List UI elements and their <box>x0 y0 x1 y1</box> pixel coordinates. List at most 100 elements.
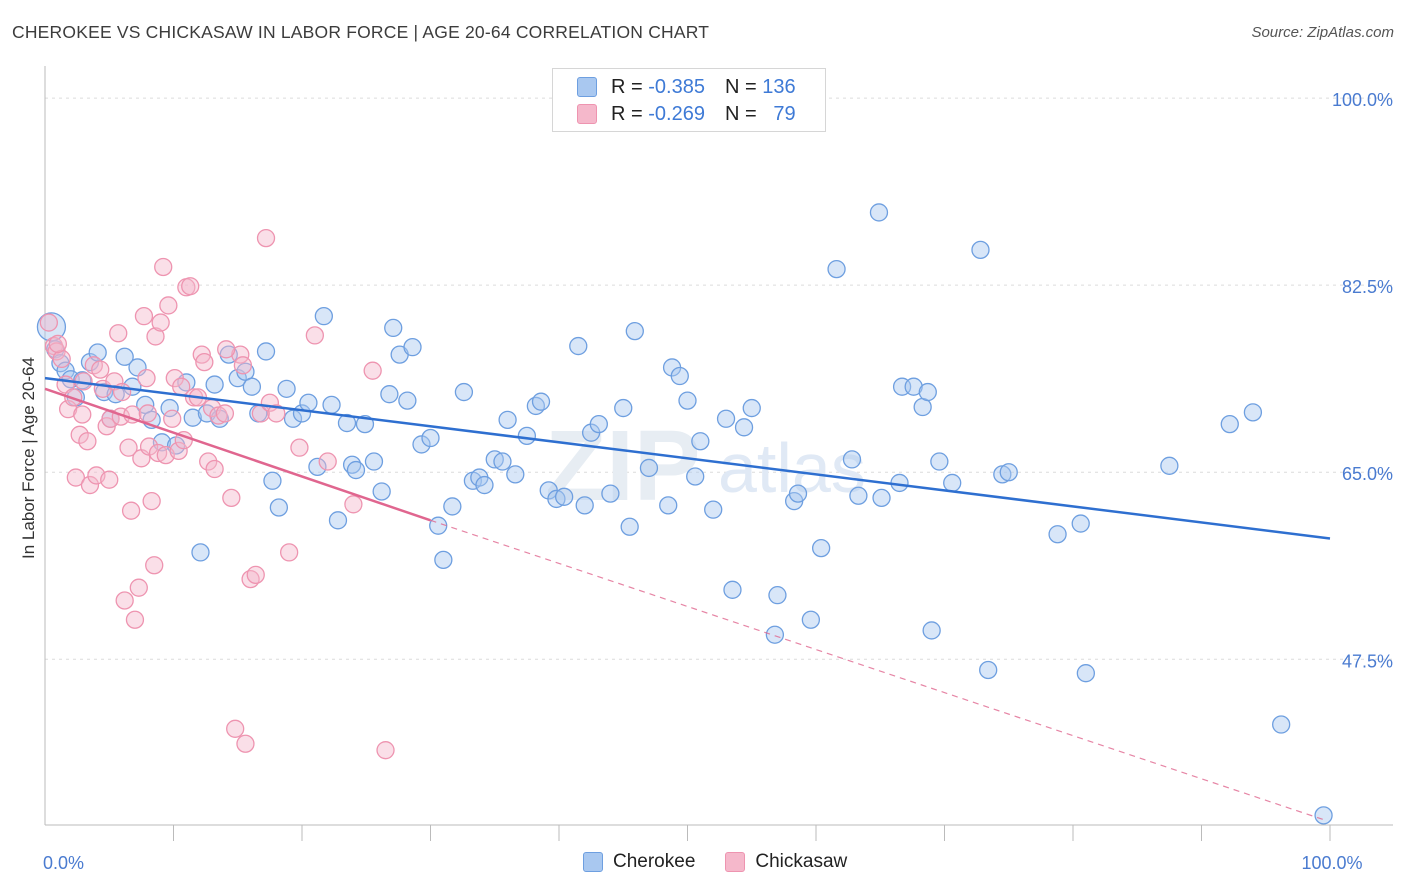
data-point <box>279 543 299 562</box>
data-point <box>215 404 235 423</box>
watermark-zip: ZIP <box>545 410 701 522</box>
data-point <box>217 340 236 359</box>
data-point <box>344 495 363 514</box>
data-point <box>1272 715 1291 734</box>
legend-label-cherokee: Cherokee <box>613 851 696 872</box>
data-point <box>704 500 723 519</box>
data-point <box>999 463 1018 482</box>
data-point <box>139 437 159 456</box>
data-point <box>145 556 164 575</box>
data-point <box>52 349 71 369</box>
data-point <box>129 578 148 597</box>
data-point <box>380 385 399 404</box>
data-point <box>199 452 218 471</box>
data-point <box>768 586 787 605</box>
data-point <box>670 366 689 386</box>
data-point <box>277 379 296 398</box>
data-point <box>429 516 448 535</box>
data-point <box>58 400 78 419</box>
data-point <box>125 610 145 629</box>
data-point <box>100 470 119 489</box>
watermark-atlas: atlas <box>718 429 866 507</box>
data-point <box>119 438 138 457</box>
data-point <box>922 621 941 640</box>
data-point <box>121 501 141 520</box>
data-point <box>364 452 384 471</box>
data-point <box>56 361 75 380</box>
data-point <box>134 306 154 326</box>
data-point <box>346 460 366 480</box>
data-point <box>614 398 633 418</box>
data-point <box>137 369 156 388</box>
data-point <box>267 404 286 423</box>
data-point <box>226 719 245 738</box>
y-axis-label: In Labor Force | Age 20-64 <box>19 357 38 559</box>
data-point <box>454 382 474 402</box>
legend-n-label: N = <box>724 75 757 98</box>
data-point <box>869 203 889 222</box>
data-point <box>269 498 289 517</box>
data-point <box>233 356 253 375</box>
data-point <box>554 487 574 506</box>
chart-title: CHEROKEE VS CHICKASAW IN LABOR FORCE | A… <box>12 22 710 42</box>
legend-label-chickasaw: Chickasaw <box>755 851 848 872</box>
data-point <box>222 488 241 508</box>
legend-item-cherokee: Cherokee <box>583 851 695 873</box>
data-point <box>109 324 128 343</box>
data-point <box>205 375 224 394</box>
legend-item-chickasaw: Chickasaw <box>725 851 847 873</box>
legend-n-value: 136 <box>762 75 796 98</box>
data-point <box>337 413 357 433</box>
data-point <box>115 591 134 610</box>
series-chickasaw <box>39 228 395 760</box>
data-point <box>154 257 173 277</box>
data-point <box>498 410 517 429</box>
legend-n-label: N = <box>724 102 757 125</box>
x-tick-label: 100.0% <box>1301 853 1362 873</box>
data-point <box>146 327 165 346</box>
data-point <box>639 458 659 478</box>
data-point <box>788 484 808 503</box>
data-point <box>849 486 868 505</box>
data-point <box>78 432 97 451</box>
data-point <box>246 565 265 585</box>
data-point <box>734 418 754 437</box>
data-point <box>91 360 110 379</box>
data-point <box>363 361 382 380</box>
trend-line-chickasaw <box>44 387 431 522</box>
data-point <box>39 313 59 332</box>
legend-row-chickasaw: R = -0.269 N = 79 <box>577 101 796 127</box>
data-point <box>686 467 705 486</box>
data-point <box>73 405 92 424</box>
legend-swatch-chickasaw <box>725 852 746 872</box>
data-point <box>138 404 157 423</box>
data-point <box>163 409 182 428</box>
data-point <box>475 475 494 495</box>
data-point <box>1220 414 1239 434</box>
data-point <box>318 452 337 471</box>
data-point <box>691 432 710 451</box>
series-legend: Cherokee Chickasaw <box>583 851 877 873</box>
legend-n-value: 79 <box>773 102 796 125</box>
data-point <box>1048 525 1067 544</box>
data-point <box>742 398 761 418</box>
data-point <box>159 296 178 315</box>
legend-r-value: -0.269 <box>648 102 705 125</box>
data-point <box>979 660 998 680</box>
data-point <box>151 313 170 332</box>
axis-layer <box>44 66 1393 841</box>
data-point <box>1160 456 1179 475</box>
data-point <box>827 259 846 279</box>
data-point <box>904 377 923 396</box>
data-point <box>434 550 453 570</box>
data-point <box>971 240 990 260</box>
x-tick-label: 0.0% <box>43 853 84 873</box>
data-point <box>625 321 644 341</box>
legend-row-cherokee: R = -0.385 N = 136 <box>577 74 796 100</box>
data-point <box>678 391 697 410</box>
trend-layer <box>44 376 1331 821</box>
data-point <box>1314 806 1333 825</box>
data-point <box>842 450 862 469</box>
data-point <box>384 318 403 338</box>
data-point <box>169 441 188 460</box>
